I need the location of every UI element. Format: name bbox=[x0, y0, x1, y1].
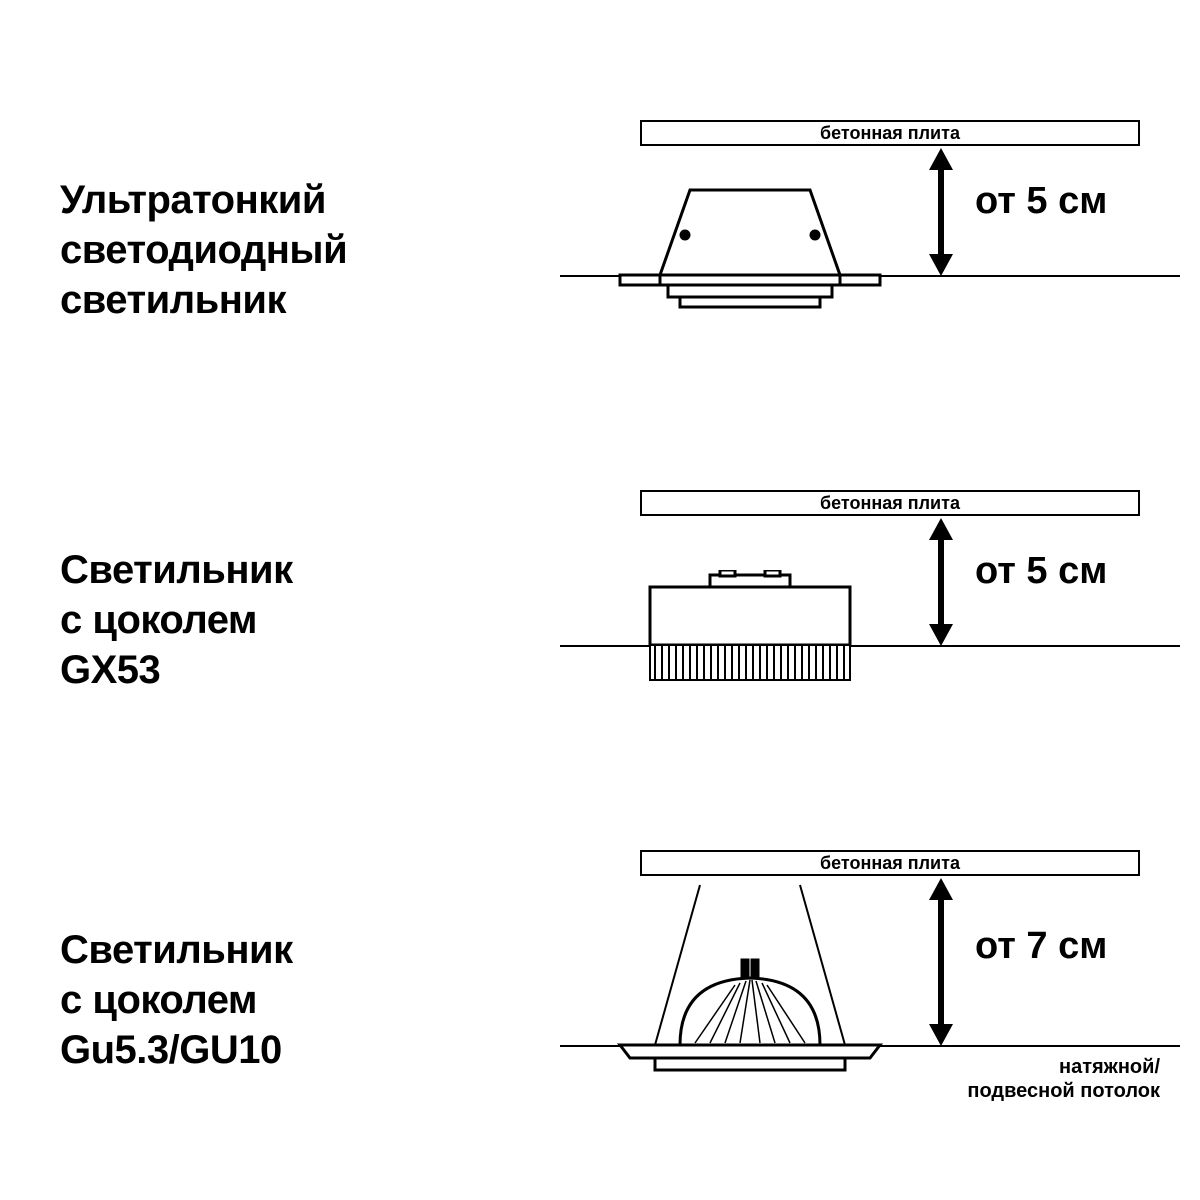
fixture-gu10 bbox=[580, 875, 920, 1085]
dim-arrow-1 bbox=[938, 162, 944, 262]
dim-text-3: от 7 см bbox=[975, 925, 1107, 968]
dim-text-2: от 5 см bbox=[975, 550, 1107, 593]
row-gu10: Светильникс цоколемGu5.3/GU10 бетонная п… bbox=[0, 850, 1200, 1150]
row-ultrathin: Ультратонкийсветодиодныйсветильник бетон… bbox=[0, 120, 1200, 380]
dim-arrow-up-2 bbox=[929, 518, 953, 540]
dim-arrow-up-1 bbox=[929, 148, 953, 170]
slab-label-1: бетонная плита bbox=[640, 120, 1140, 146]
dim-arrow-2 bbox=[938, 532, 944, 632]
fixture-ultrathin bbox=[590, 180, 910, 320]
label-gx53: Светильникс цоколемGX53 bbox=[60, 545, 560, 695]
fixture-gx53 bbox=[600, 570, 900, 710]
dim-text-1: от 5 см bbox=[975, 180, 1107, 223]
label-gu10: Светильникс цоколемGu5.3/GU10 bbox=[60, 925, 560, 1075]
slab-label-2: бетонная плита bbox=[640, 490, 1140, 516]
ceiling-note: натяжной/подвесной потолок bbox=[930, 1055, 1160, 1103]
slab-label-3: бетонная плита bbox=[640, 850, 1140, 876]
label-ultrathin: Ультратонкийсветодиодныйсветильник bbox=[60, 175, 560, 325]
row-gx53: Светильникс цоколемGX53 бетонная плита bbox=[0, 490, 1200, 750]
dim-arrow-down-2 bbox=[929, 624, 953, 646]
dim-arrow-3 bbox=[938, 892, 944, 1032]
dim-arrow-down-1 bbox=[929, 254, 953, 276]
dim-arrow-down-3 bbox=[929, 1024, 953, 1046]
dim-arrow-up-3 bbox=[929, 878, 953, 900]
